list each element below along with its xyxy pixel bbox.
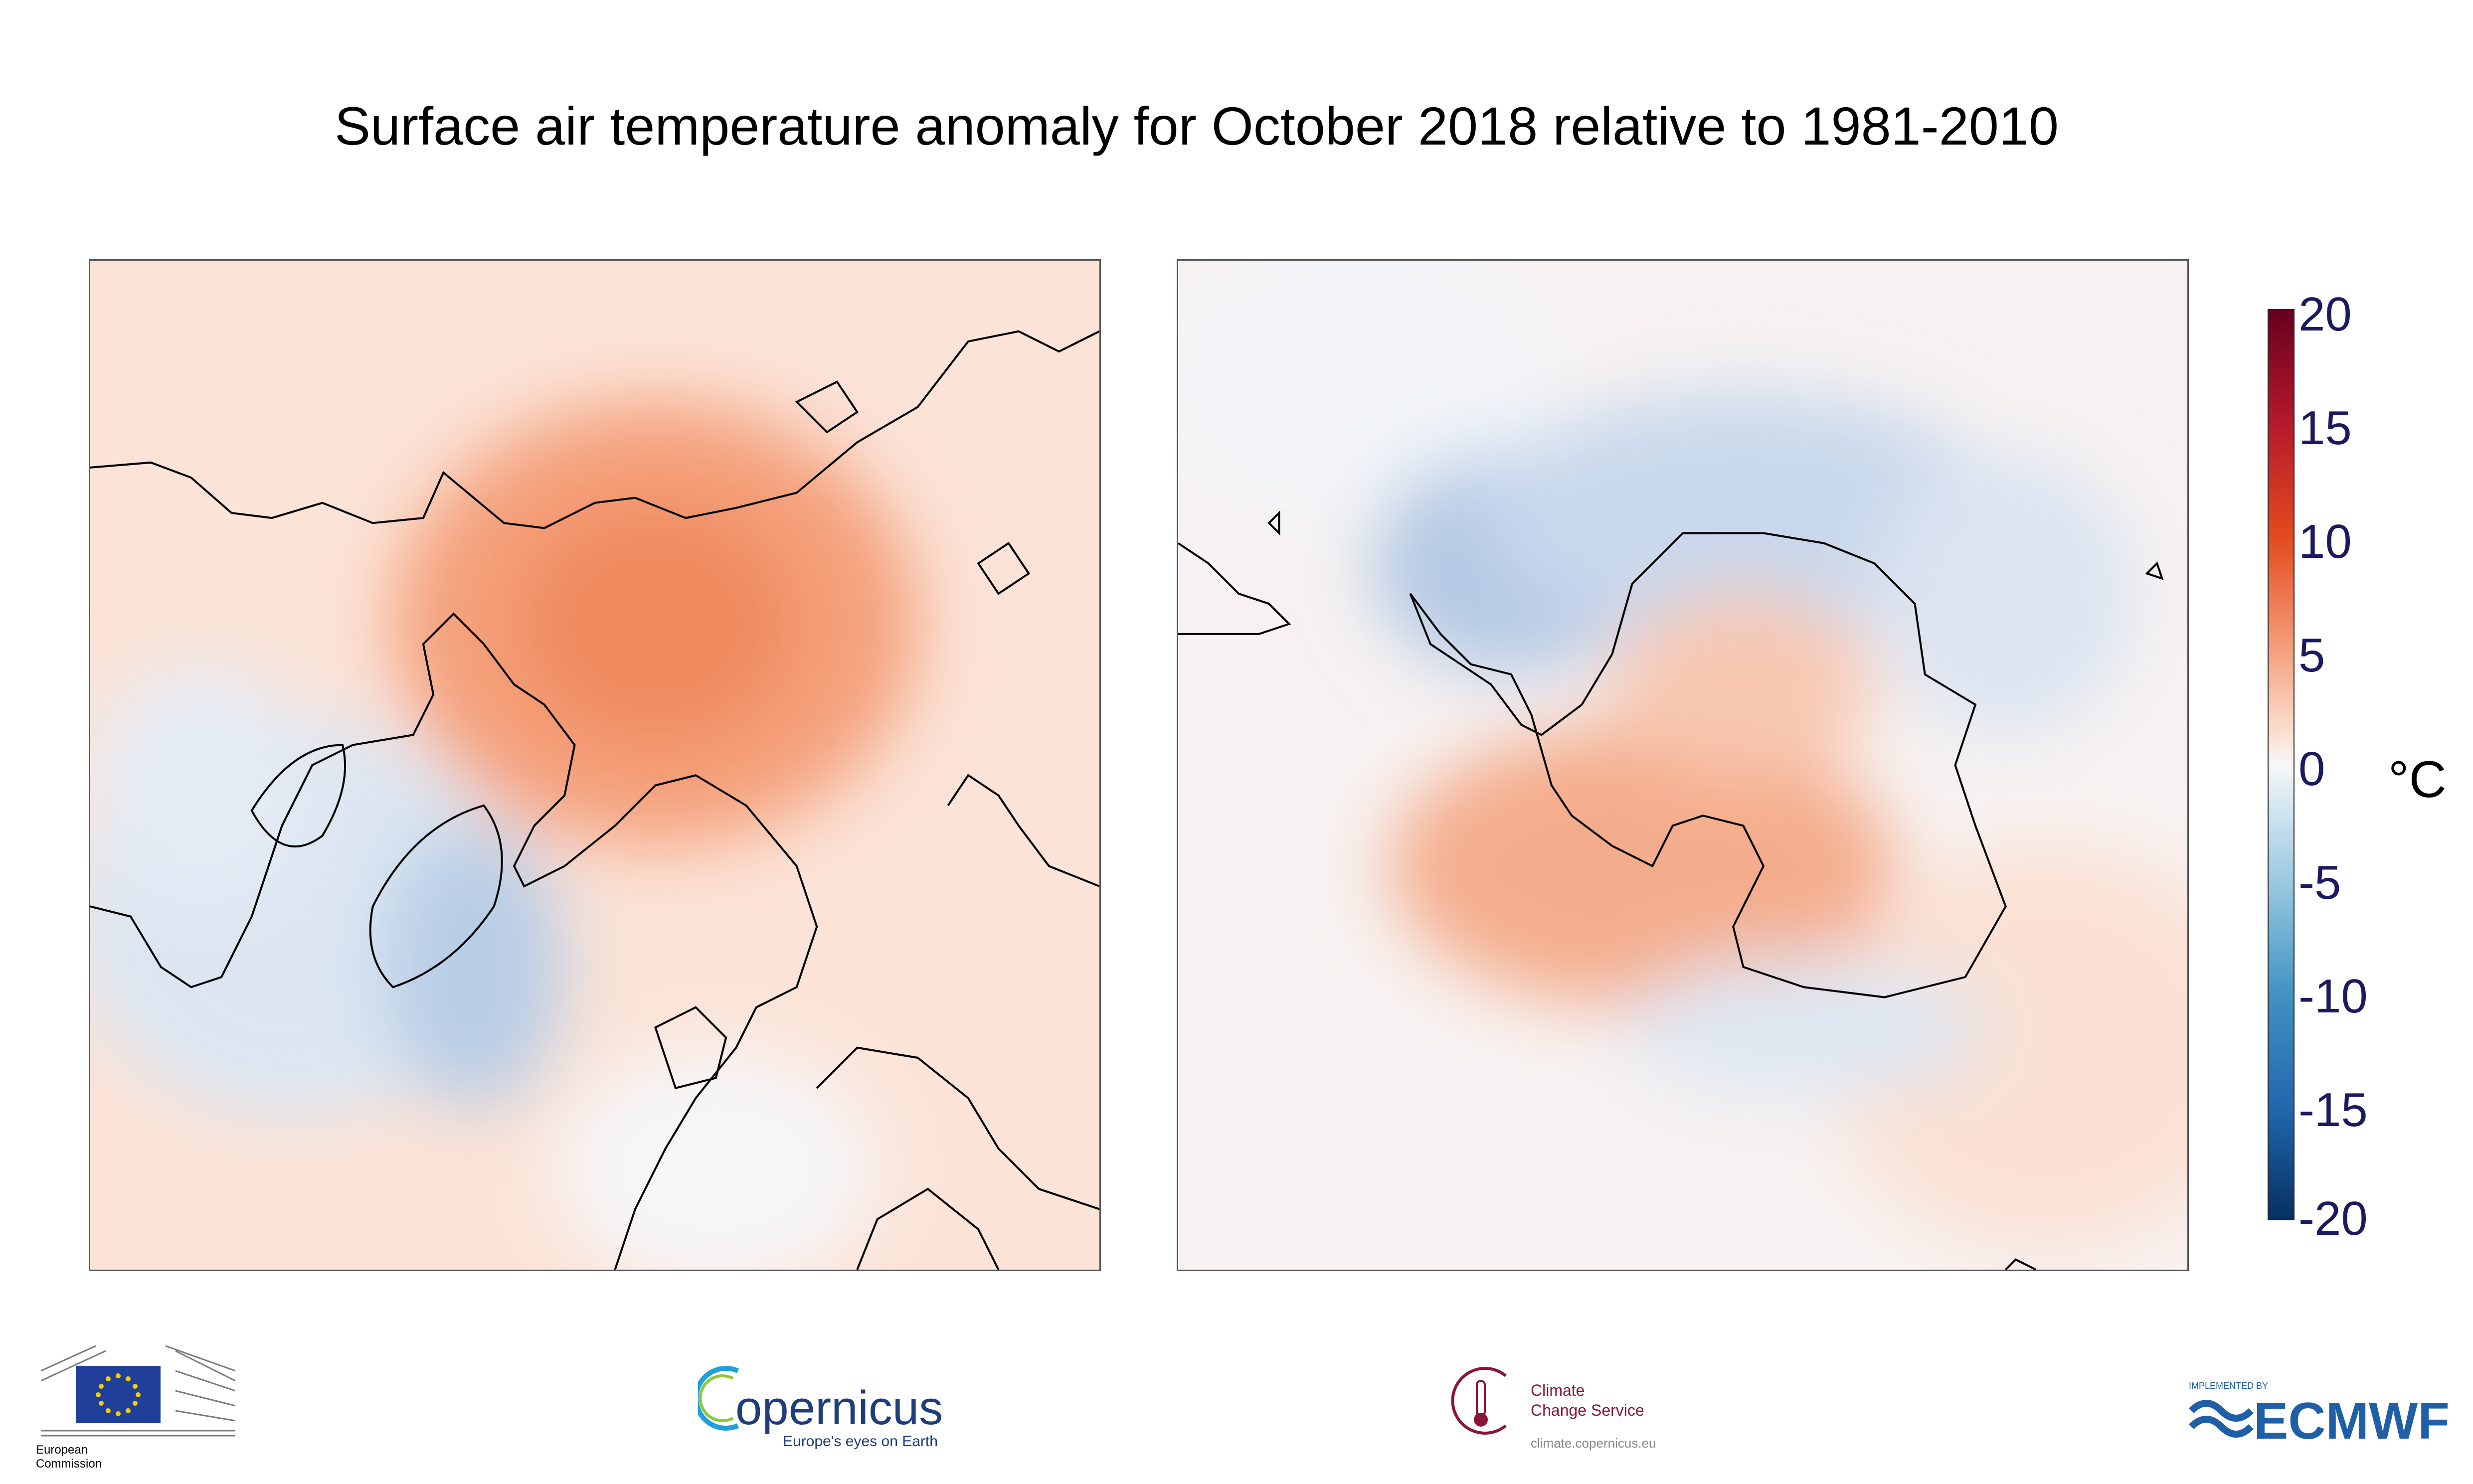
south-polar-map — [1177, 259, 2189, 1271]
figure-title: Surface air temperature anomaly for Octo… — [335, 96, 2059, 156]
south-warm-interior — [1612, 593, 1875, 776]
copernicus-c-icon — [698, 1366, 739, 1431]
north-cold-core — [382, 825, 565, 1109]
north-warm-core — [514, 502, 797, 745]
colorbar-tick-15: 15 — [2298, 401, 2352, 455]
south-neutral-nw — [1178, 261, 1562, 523]
colorbar-unit: °C — [2388, 751, 2447, 809]
colorbar-tick-20: 20 — [2298, 288, 2352, 341]
c3s-line1: Climate — [1531, 1381, 1585, 1399]
colorbar — [2268, 309, 2295, 1220]
south-cold-south — [1622, 957, 1986, 1098]
copernicus-logo: opernicus Europe's eyes on Earth — [698, 1361, 957, 1461]
south-map-svg — [1178, 261, 2187, 1270]
colorbar-tick-5: 5 — [2298, 629, 2325, 682]
north-polar-map — [89, 259, 1101, 1271]
north-coastlines — [90, 330, 1099, 1270]
eu-emblem-icon — [40, 1345, 236, 1437]
c3s-thermometer-icon — [1451, 1367, 1507, 1435]
ecmwf-logo: IMPLEMENTED BY ECMWF — [2184, 1381, 2450, 1456]
north-map-svg — [90, 261, 1099, 1270]
c3s-url: climate.copernicus.eu — [1531, 1436, 1656, 1451]
ecmwf-implemented-by: IMPLEMENTED BY — [2189, 1381, 2269, 1391]
eu-label-line1: European — [36, 1443, 88, 1457]
c3s-line2: Change Service — [1531, 1401, 1644, 1419]
south-coastlines — [1178, 510, 2164, 1270]
north-neutral-south — [554, 1047, 878, 1270]
ecmwf-wordmark: ECMWF — [2254, 1392, 2450, 1450]
colorbar-tick-minus15: -15 — [2298, 1083, 2368, 1137]
colorbar-tick-10: 10 — [2298, 515, 2352, 568]
copernicus-tagline: Europe's eyes on Earth — [783, 1433, 938, 1450]
south-warm-se — [1824, 846, 2187, 1250]
european-commission-logo: European Commission — [36, 1341, 245, 1476]
colorbar-tick-minus10: -10 — [2298, 970, 2368, 1023]
eu-label-line2: Commission — [36, 1457, 102, 1471]
south-cold-east — [1874, 452, 2137, 735]
colorbar-tick-minus20: -20 — [2298, 1192, 2368, 1245]
colorbar-tick-minus5: -5 — [2298, 856, 2341, 909]
c3s-logo: Climate Change Service climate.copernicu… — [1446, 1361, 1695, 1461]
colorbar-tick-0: 0 — [2298, 742, 2325, 796]
south-cold-arc — [1481, 392, 2006, 634]
ecmwf-wave-icon — [2189, 1400, 2254, 1438]
north-cold-west — [90, 664, 313, 907]
copernicus-word: opernicus — [735, 1381, 943, 1435]
south-warm-anomaly — [1390, 725, 1895, 1007]
